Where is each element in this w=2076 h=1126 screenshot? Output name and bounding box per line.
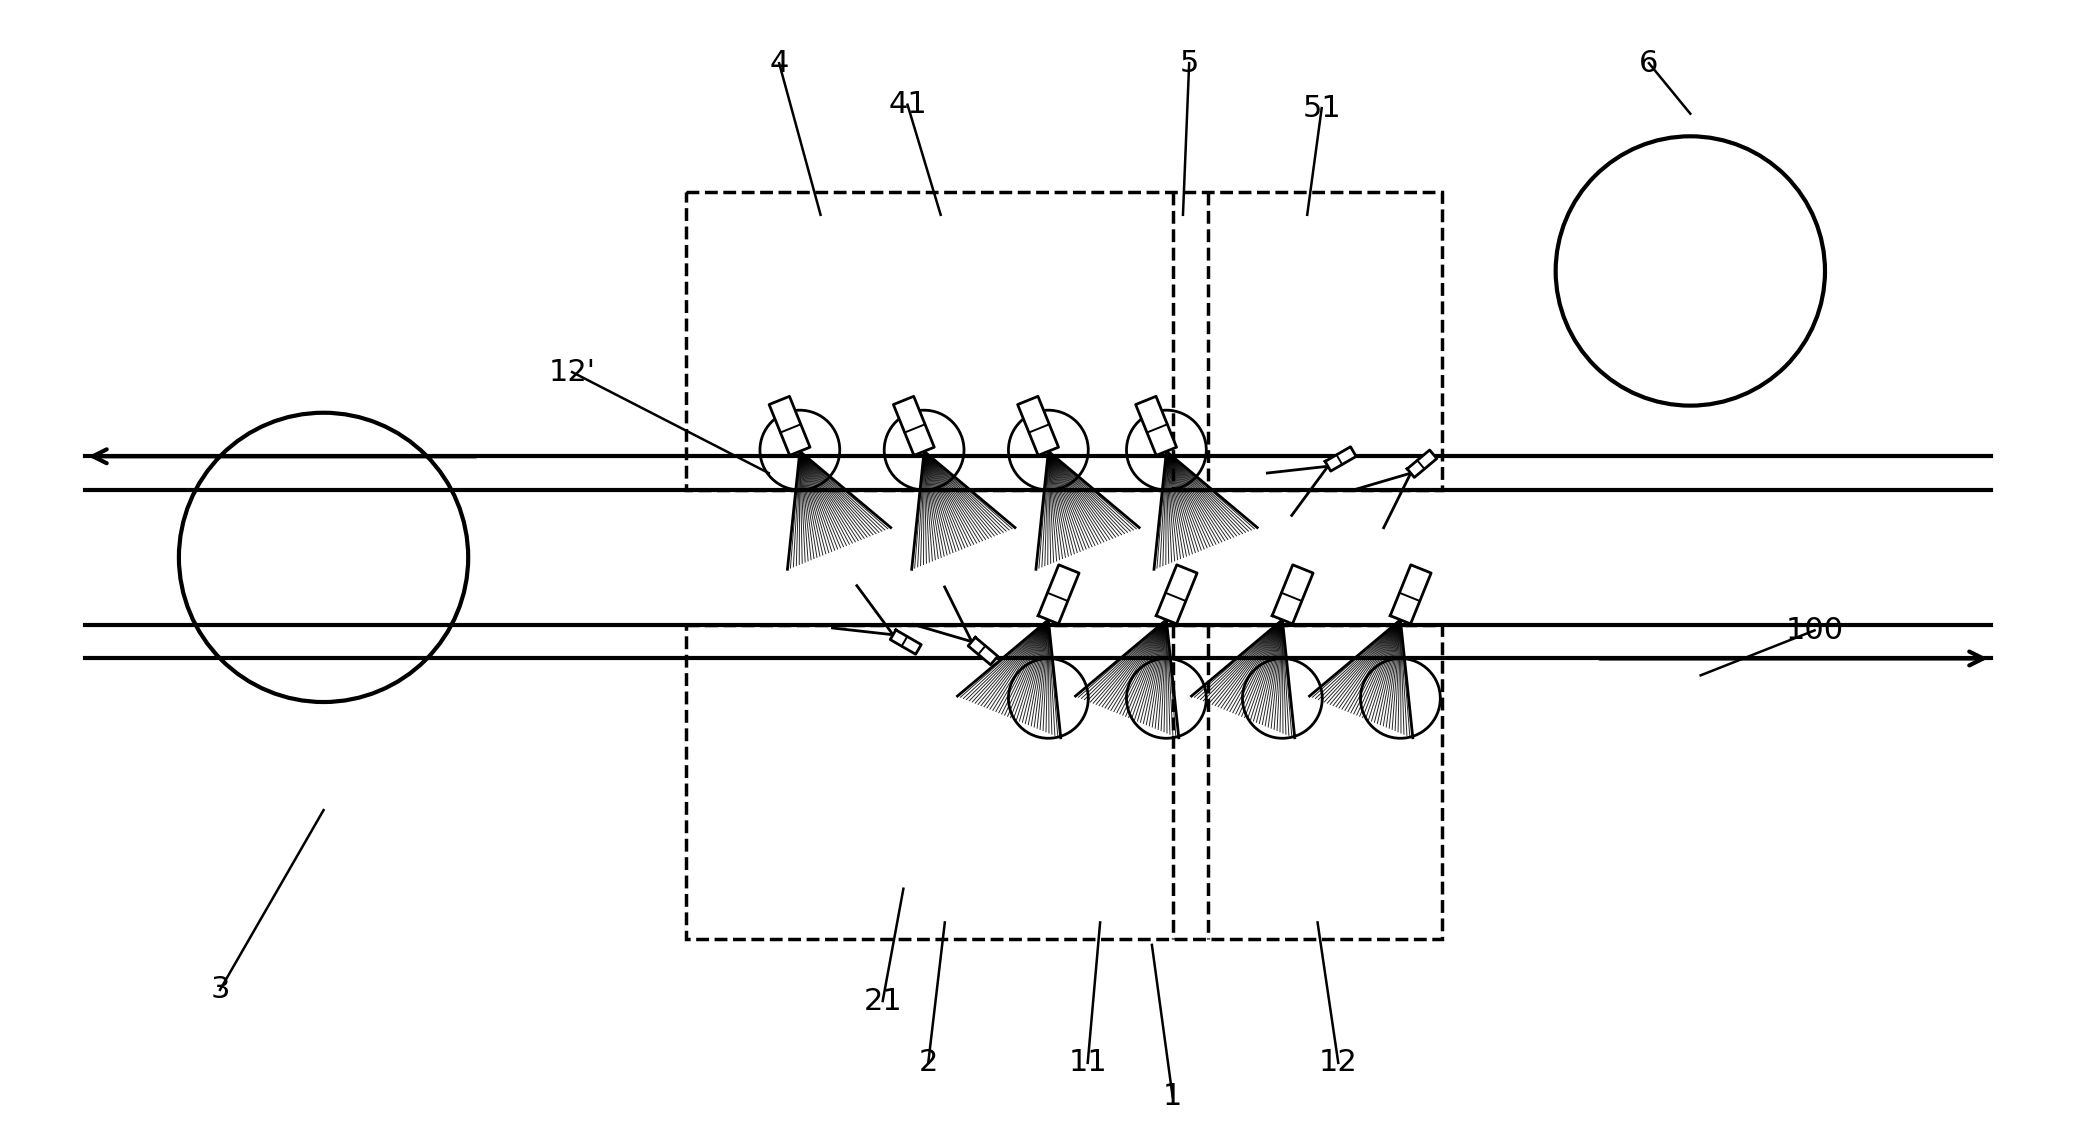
Text: 11: 11: [1069, 1048, 1107, 1078]
Text: 3: 3: [210, 975, 230, 1004]
Text: 12': 12': [548, 358, 596, 386]
Polygon shape: [967, 637, 999, 664]
Polygon shape: [1136, 396, 1177, 455]
Polygon shape: [893, 396, 934, 455]
Text: 41: 41: [889, 90, 926, 119]
Bar: [685, 625, 1443, 939]
Text: 1: 1: [1163, 1082, 1183, 1111]
Text: 12: 12: [1318, 1048, 1358, 1078]
Polygon shape: [1017, 396, 1059, 455]
Polygon shape: [1273, 565, 1314, 624]
Polygon shape: [1038, 565, 1080, 624]
Text: 51: 51: [1302, 93, 1341, 123]
Polygon shape: [1324, 447, 1356, 471]
Text: 4: 4: [770, 48, 789, 78]
Text: 2: 2: [918, 1048, 938, 1078]
Text: 5: 5: [1179, 48, 1198, 78]
Text: 21: 21: [864, 986, 903, 1016]
Text: 100: 100: [1785, 616, 1843, 645]
Polygon shape: [891, 629, 922, 654]
Polygon shape: [1156, 565, 1198, 624]
Polygon shape: [1391, 565, 1430, 624]
Polygon shape: [1408, 450, 1437, 477]
Polygon shape: [768, 396, 810, 455]
Bar: [685, 193, 1443, 490]
Text: 6: 6: [1640, 48, 1659, 78]
